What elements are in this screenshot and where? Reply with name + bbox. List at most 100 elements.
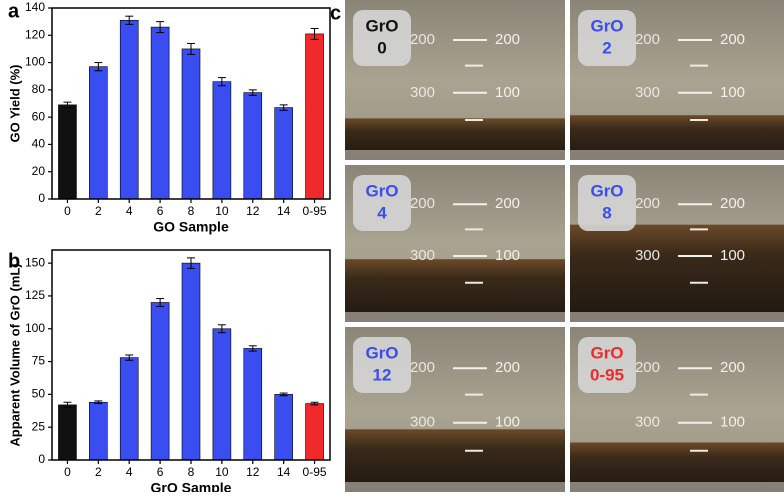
plot-frame <box>51 249 331 461</box>
x-axis-label: GO Sample <box>153 219 229 235</box>
sediment <box>570 224 784 322</box>
x-tick-label: 2 <box>95 465 102 479</box>
x-tick-label: 0 <box>64 204 71 218</box>
y-tick-label: 60 <box>32 109 46 123</box>
bar <box>212 81 232 200</box>
beaker-mark: 200 <box>720 31 745 48</box>
error-bar <box>125 15 134 25</box>
bar <box>89 66 108 200</box>
error-bar <box>310 401 319 406</box>
beaker-mark: 200 <box>720 359 745 376</box>
x-axis-label: GrO Sample <box>151 480 232 492</box>
error-bar <box>187 257 195 269</box>
beaker-mark: 200 <box>635 195 660 212</box>
label-box <box>578 10 636 66</box>
beaker-mark: 200 <box>495 31 520 48</box>
photo: 200 200 300 100 GrO 2 <box>570 0 784 160</box>
bar <box>243 348 263 461</box>
y-tick-label: 50 <box>32 387 46 401</box>
beaker-mark: 100 <box>495 247 520 264</box>
photo-label: GrO <box>365 16 398 35</box>
bar <box>181 262 201 461</box>
beaker-mark: 300 <box>635 84 660 101</box>
beaker-base <box>570 150 784 160</box>
label-box <box>353 175 411 231</box>
panel-label: a <box>8 0 20 22</box>
beaker-mark: 100 <box>720 414 745 431</box>
x-tick-label: 2 <box>95 204 102 218</box>
error-bar <box>156 298 165 307</box>
y-tick-label: 0 <box>38 191 45 205</box>
y-tick-label: 140 <box>25 0 45 14</box>
error-bar <box>156 21 165 34</box>
bar <box>58 104 77 200</box>
y-tick-label: 75 <box>32 354 46 368</box>
plot-frame <box>51 7 331 200</box>
beaker-mark: 200 <box>720 195 745 212</box>
y-tick-label: 125 <box>25 288 45 302</box>
sediment <box>345 429 565 492</box>
y-tick-label: 100 <box>25 321 45 335</box>
x-tick-label: 4 <box>126 465 133 479</box>
y-tick-label: 100 <box>25 55 45 69</box>
error-bar <box>248 89 257 96</box>
beaker-mark: 300 <box>410 84 435 101</box>
beaker-base <box>345 482 565 492</box>
beaker-mark: 200 <box>410 31 435 48</box>
beaker-mark: 200 <box>495 195 520 212</box>
label-box <box>578 175 636 231</box>
bar <box>305 33 324 200</box>
x-tick-label: 12 <box>246 204 260 218</box>
photo-label: 0-95 <box>590 365 624 384</box>
error-bar <box>248 345 257 352</box>
photo-label: 12 <box>373 365 392 384</box>
beaker-mark: 300 <box>410 247 435 264</box>
y-axis-label: GO Yield (%) <box>7 64 22 142</box>
photo-label: GrO <box>590 343 623 362</box>
beaker-base <box>345 150 565 160</box>
photo: 200 200 300 100 GrO 0 <box>345 0 565 160</box>
bar <box>274 394 293 461</box>
label-box <box>353 10 411 66</box>
photo-label: 4 <box>377 203 387 222</box>
photo-label: GrO <box>590 181 623 200</box>
bar <box>119 357 139 461</box>
x-tick-label: 6 <box>157 204 164 218</box>
y-tick-label: 80 <box>32 82 46 96</box>
error-bar <box>217 324 226 334</box>
beaker-base <box>345 312 565 322</box>
error-bar <box>217 77 226 87</box>
y-tick-label: 0 <box>38 452 45 466</box>
label-box <box>353 337 411 393</box>
error-bar <box>125 354 134 361</box>
bar <box>274 107 293 200</box>
beaker-mark: 200 <box>635 359 660 376</box>
photo-label: 2 <box>602 38 611 57</box>
beaker-mark: 300 <box>410 414 435 431</box>
beaker-mark: 300 <box>635 247 660 264</box>
beaker-mark: 200 <box>635 31 660 48</box>
photo-label: GrO <box>365 181 398 200</box>
bar <box>89 401 108 461</box>
beaker-mark: 100 <box>720 84 745 101</box>
photo: 200 200 300 100 GrO 8 <box>570 165 784 322</box>
photo: 200 200 300 100 GrO 4 <box>345 165 565 322</box>
x-tick-label: 8 <box>188 465 195 479</box>
bar <box>305 403 324 461</box>
x-tick-label: 14 <box>277 204 291 218</box>
x-tick-label: 0 <box>64 465 71 479</box>
photo-label: 0 <box>377 38 386 57</box>
error-bar <box>94 62 103 72</box>
x-tick-label: 8 <box>188 204 195 218</box>
photo-label: GrO <box>590 16 623 35</box>
x-tick-label: 0-95 <box>303 204 327 218</box>
photo: 200 200 300 100 GrO 0-95 <box>570 327 784 492</box>
y-tick-label: 40 <box>32 137 46 151</box>
photo-label: 8 <box>602 203 611 222</box>
bar <box>212 328 232 461</box>
error-bar <box>63 101 72 109</box>
beaker-mark: 100 <box>720 247 745 264</box>
beaker-mark: 100 <box>495 84 520 101</box>
beaker-mark: 300 <box>635 414 660 431</box>
x-tick-label: 12 <box>246 465 260 479</box>
